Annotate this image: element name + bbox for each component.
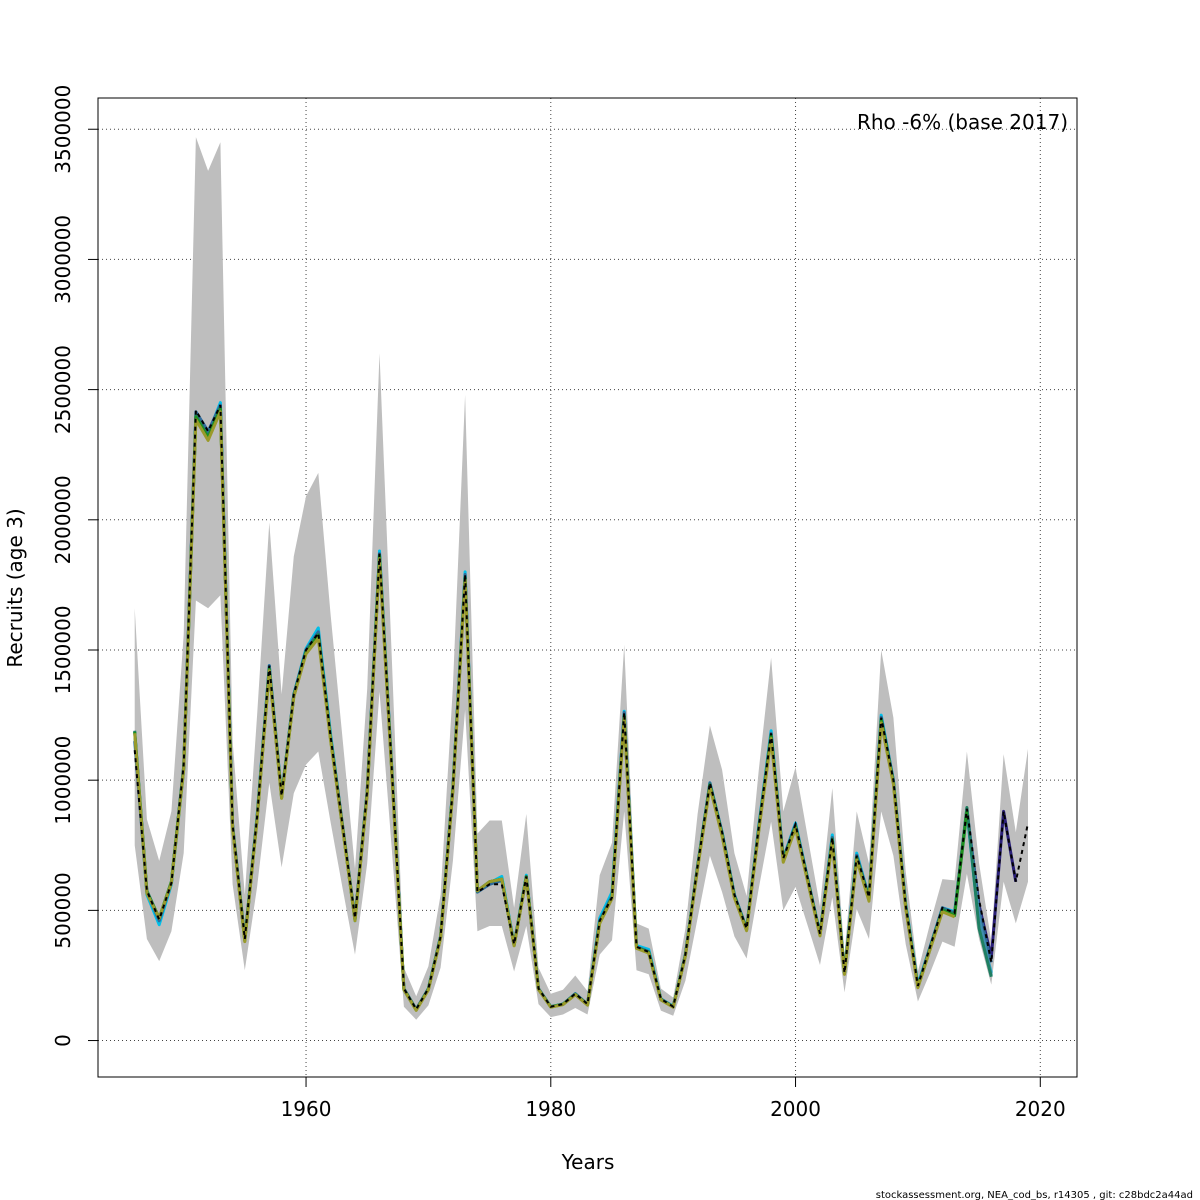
y-tick-label: 3000000 bbox=[51, 215, 75, 304]
y-axis-title: Recruits (age 3) bbox=[3, 508, 27, 667]
y-tick-label: 0 bbox=[51, 1034, 75, 1047]
y-tick-label: 500000 bbox=[51, 872, 75, 948]
y-tick-label: 2000000 bbox=[51, 475, 75, 564]
x-tick-label: 2020 bbox=[1015, 1097, 1066, 1121]
x-tick-label: 1960 bbox=[281, 1097, 332, 1121]
confidence-band bbox=[134, 137, 1028, 1020]
footer-text: stockassessment.org, NEA_cod_bs, r14305 … bbox=[876, 1190, 1193, 1200]
y-tick-label: 1500000 bbox=[51, 605, 75, 694]
plot-frame bbox=[97, 97, 1078, 1078]
x-tick-label: 2000 bbox=[770, 1097, 821, 1121]
x-tick-label: 1980 bbox=[525, 1097, 576, 1121]
ci-band bbox=[134, 137, 1028, 1020]
y-tick-label: 2500000 bbox=[51, 345, 75, 434]
rho-annotation: Rho -6% (base 2017) bbox=[857, 110, 1068, 134]
axes: 1960 1980 2000 2020 0 500000 1000000 1500000 200… bbox=[51, 85, 1066, 1121]
y-tick-label: 1000000 bbox=[51, 736, 75, 825]
x-axis-title: Years bbox=[561, 1150, 615, 1174]
series-lines bbox=[133, 401, 1029, 1012]
y-tick-label: 3500000 bbox=[51, 85, 75, 174]
retro-series-line-7 bbox=[133, 410, 956, 1012]
